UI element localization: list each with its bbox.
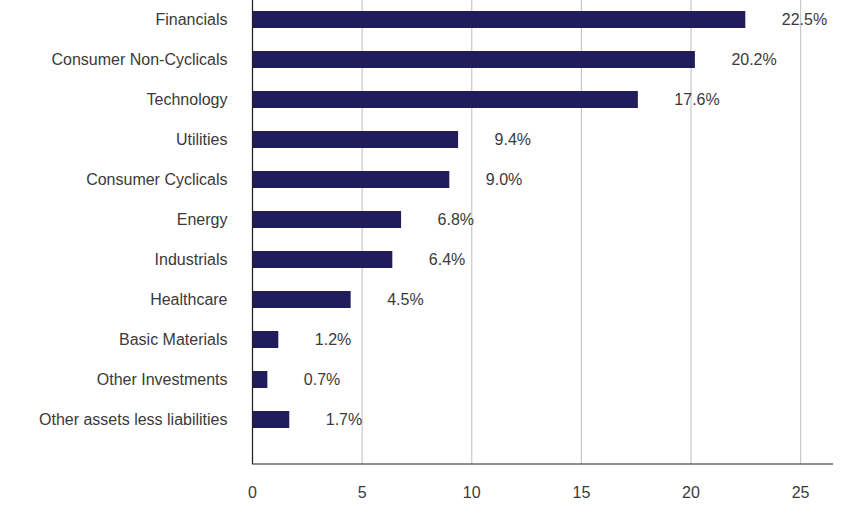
svg-text:Basic Materials: Basic Materials (119, 331, 227, 348)
svg-text:Industrials: Industrials (155, 251, 228, 268)
svg-text:0: 0 (248, 484, 257, 501)
svg-text:17.6%: 17.6% (674, 91, 719, 108)
svg-text:5: 5 (358, 484, 367, 501)
svg-text:Healthcare: Healthcare (150, 291, 227, 308)
svg-text:Technology: Technology (147, 91, 228, 108)
svg-text:Other Investments: Other Investments (97, 371, 228, 388)
svg-text:Financials: Financials (155, 11, 227, 28)
svg-text:Utilities: Utilities (176, 131, 228, 148)
svg-text:15: 15 (572, 484, 590, 501)
svg-text:6.4%: 6.4% (429, 251, 465, 268)
svg-text:Consumer Cyclicals: Consumer Cyclicals (86, 171, 227, 188)
svg-text:9.4%: 9.4% (495, 131, 531, 148)
svg-text:1.7%: 1.7% (326, 411, 362, 428)
svg-text:25: 25 (792, 484, 810, 501)
svg-text:0.7%: 0.7% (304, 371, 340, 388)
svg-text:4.5%: 4.5% (387, 291, 423, 308)
svg-text:22.5%: 22.5% (782, 11, 827, 28)
svg-text:Consumer Non-Cyclicals: Consumer Non-Cyclicals (51, 51, 227, 68)
svg-text:6.8%: 6.8% (438, 211, 474, 228)
svg-text:20: 20 (682, 484, 700, 501)
svg-text:9.0%: 9.0% (486, 171, 522, 188)
svg-text:Energy: Energy (177, 211, 228, 228)
svg-text:20.2%: 20.2% (731, 51, 776, 68)
svg-text:10: 10 (463, 484, 481, 501)
svg-text:1.2%: 1.2% (315, 331, 351, 348)
svg-text:Other assets less liabilities: Other assets less liabilities (39, 411, 228, 428)
